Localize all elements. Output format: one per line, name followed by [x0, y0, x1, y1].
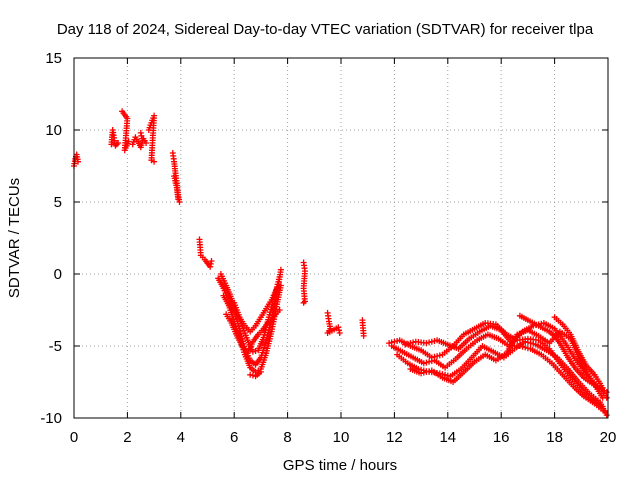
- x-tick-label: 0: [70, 429, 78, 446]
- data-point: [599, 384, 606, 391]
- data-point: [603, 412, 610, 419]
- x-tick-label: 14: [439, 429, 456, 446]
- data-point: [603, 394, 610, 401]
- axis-ticks: 0 2 4 6 8 10 12 14 16 18 20 -10 -5 0 5 10 15: [40, 50, 616, 446]
- data-point: [208, 258, 215, 264]
- x-axis-label: GPS time / hours: [283, 457, 397, 474]
- x-tick-label: 12: [386, 429, 403, 446]
- data-point: [336, 327, 342, 334]
- data-point: [530, 340, 537, 347]
- data-point: [336, 330, 343, 336]
- data-point: [391, 338, 398, 345]
- data-point: [426, 368, 433, 375]
- data-point: [276, 307, 283, 313]
- y-tick-label: -5: [49, 338, 62, 355]
- x-tick-label: 4: [177, 429, 185, 446]
- data-point: [402, 341, 409, 348]
- data-point: [423, 340, 430, 347]
- x-tick-label: 6: [230, 429, 238, 446]
- data-point: [207, 260, 214, 267]
- data-point: [273, 285, 280, 292]
- data-point: [524, 339, 531, 346]
- data-point: [428, 338, 435, 345]
- data-point: [360, 332, 367, 339]
- grid-lines: [74, 58, 608, 418]
- y-tick-label: 10: [45, 122, 62, 139]
- data-point: [277, 266, 284, 273]
- data-points: [71, 108, 610, 419]
- x-tick-label: 10: [333, 429, 350, 446]
- data-point: [410, 339, 417, 346]
- x-tick-label: 2: [123, 429, 131, 446]
- y-tick-label: 15: [45, 50, 62, 67]
- data-point: [522, 338, 529, 345]
- data-point: [335, 324, 342, 331]
- x-tick-label: 16: [493, 429, 510, 446]
- data-point: [115, 140, 122, 146]
- data-point: [138, 132, 145, 139]
- data-point: [175, 196, 182, 203]
- data-point: [428, 358, 435, 365]
- data-point: [426, 339, 433, 346]
- data-point: [423, 359, 430, 366]
- data-point: [143, 140, 150, 146]
- data-point: [247, 371, 254, 378]
- x-tick-label: 20: [600, 429, 617, 446]
- data-point: [444, 372, 451, 379]
- data-point: [434, 353, 441, 360]
- data-point: [426, 358, 433, 365]
- x-tick-label: 8: [283, 429, 291, 446]
- data-point: [139, 135, 146, 142]
- data-point: [603, 389, 610, 396]
- data-point: [436, 352, 443, 359]
- y-tick-label: 5: [54, 194, 62, 211]
- data-point: [75, 158, 81, 165]
- x-tick-label: 18: [546, 429, 563, 446]
- data-point: [524, 345, 531, 352]
- data-point: [276, 273, 283, 280]
- data-point: [257, 368, 264, 375]
- data-point: [522, 344, 529, 351]
- data-point: [407, 340, 414, 347]
- data-point: [151, 158, 158, 165]
- data-point: [249, 372, 256, 379]
- y-tick-label: 0: [54, 266, 62, 283]
- chart-title: Day 118 of 2024, Sidereal Day-to-day VTE…: [57, 21, 594, 38]
- data-point: [249, 348, 256, 355]
- data-point: [277, 282, 284, 289]
- data-point: [423, 368, 430, 375]
- data-point: [300, 299, 307, 306]
- y-tick-label: -10: [40, 410, 62, 427]
- data-point: [418, 370, 425, 377]
- y-axis-label: SDTVAR / TECUs: [6, 178, 23, 298]
